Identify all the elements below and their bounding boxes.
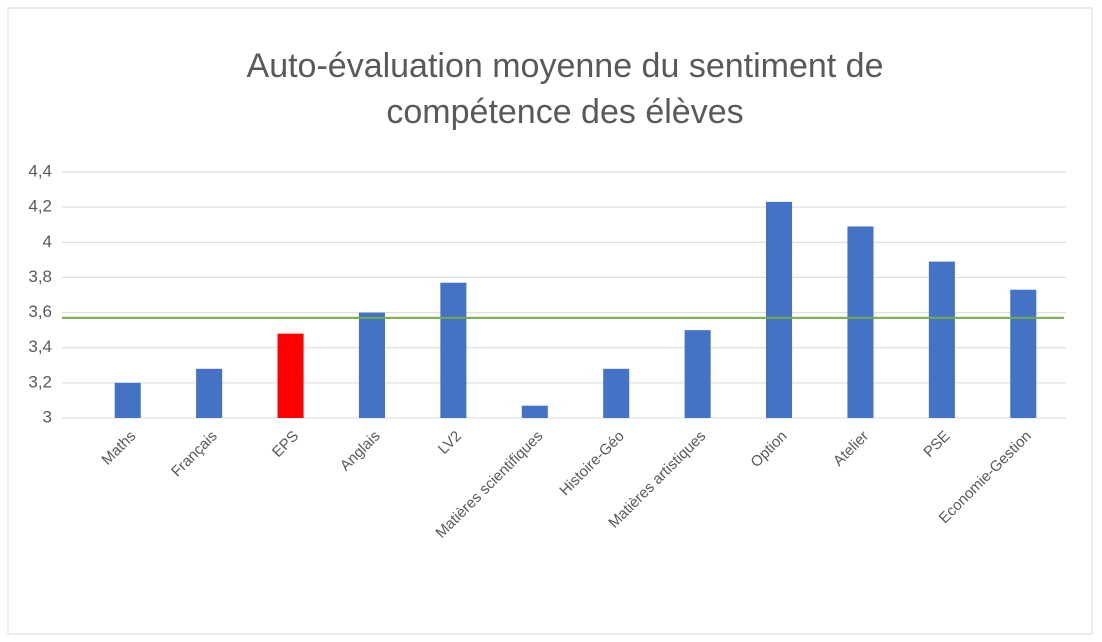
bar [358, 312, 385, 418]
y-tick-label: 3 [43, 407, 52, 426]
bar [521, 405, 548, 418]
bar [766, 201, 793, 418]
bar [114, 382, 141, 418]
y-tick-label: 3,2 [28, 372, 52, 391]
y-tick-label: 3,4 [28, 337, 52, 356]
chart-border [7, 7, 1093, 635]
y-tick-label: 3,8 [28, 267, 52, 286]
y-tick-label: 3,6 [28, 302, 52, 321]
chart-title: Auto-évaluation moyenne du sentiment de [247, 47, 884, 85]
y-tick-label: 4 [43, 232, 52, 251]
y-tick-label: 4,4 [28, 161, 52, 180]
bar [847, 226, 874, 418]
bar [196, 368, 223, 418]
y-tick-label: 4,2 [28, 197, 52, 216]
bar [277, 333, 304, 418]
bar [603, 368, 630, 418]
bar [684, 330, 711, 418]
bar [928, 261, 955, 418]
chart-title: compétence des élèves [386, 93, 743, 131]
bar [440, 282, 467, 418]
bar [1010, 289, 1037, 418]
